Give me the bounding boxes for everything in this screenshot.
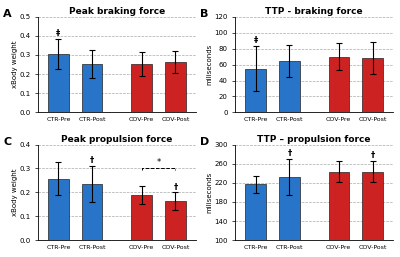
Text: ‡: ‡ (56, 29, 60, 38)
Bar (48, 179, 68, 240)
Bar (279, 177, 300, 257)
Title: Peak braking force: Peak braking force (69, 7, 165, 16)
Bar (165, 201, 186, 240)
Bar (245, 184, 266, 257)
Bar (362, 58, 383, 112)
Text: B: B (200, 9, 209, 19)
Text: C: C (3, 137, 11, 147)
Text: †: † (90, 156, 94, 165)
Bar (245, 69, 266, 112)
Title: TTP - braking force: TTP - braking force (265, 7, 363, 16)
Text: †: † (370, 151, 375, 160)
Y-axis label: xBody weight: xBody weight (12, 169, 18, 216)
Bar (82, 64, 102, 112)
Text: †: † (287, 149, 292, 158)
Bar (131, 64, 152, 112)
Text: D: D (200, 137, 210, 147)
Text: A: A (3, 9, 12, 19)
Bar (279, 61, 300, 112)
Bar (82, 184, 102, 240)
Bar (165, 62, 186, 112)
Title: TTP – propulsion force: TTP – propulsion force (257, 135, 371, 144)
Y-axis label: miliseconds: miliseconds (207, 172, 213, 213)
Text: *: * (156, 159, 161, 168)
Y-axis label: miliseconds: miliseconds (207, 44, 213, 85)
Bar (131, 195, 152, 240)
Title: Peak propulsion force: Peak propulsion force (61, 135, 172, 144)
Bar (48, 54, 68, 112)
Text: ‡: ‡ (254, 36, 258, 45)
Text: †: † (173, 183, 178, 192)
Bar (328, 57, 349, 112)
Y-axis label: xBody weight: xBody weight (12, 41, 18, 88)
Bar (362, 172, 383, 257)
Bar (328, 172, 349, 257)
